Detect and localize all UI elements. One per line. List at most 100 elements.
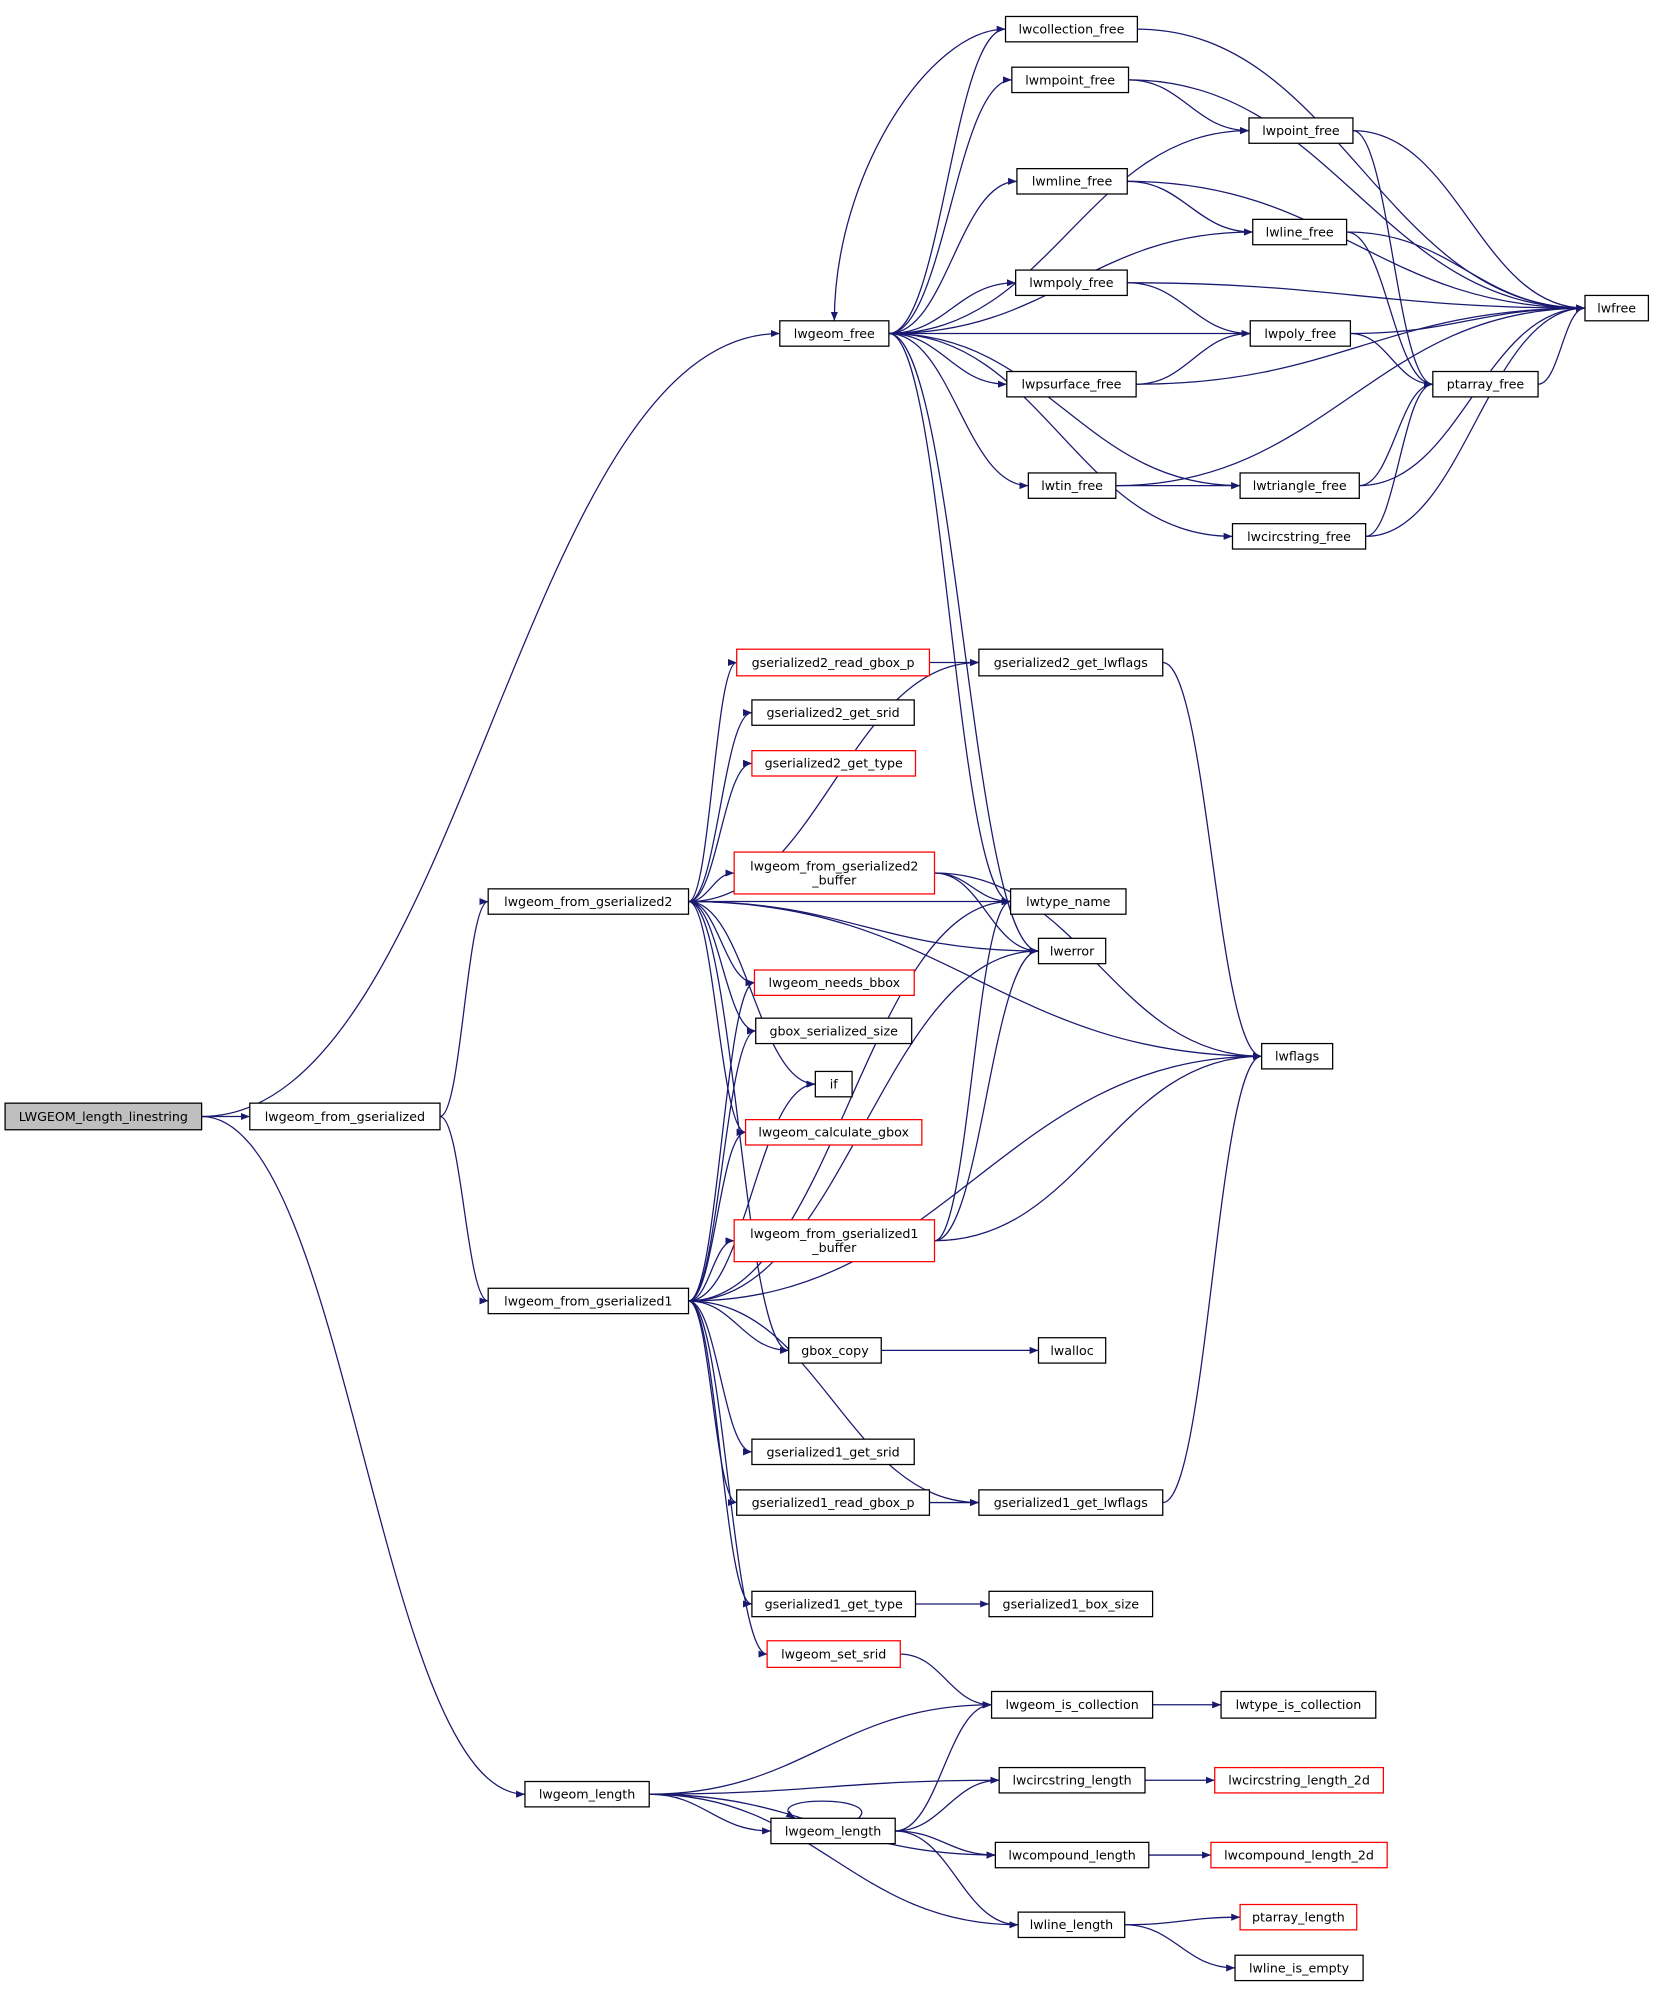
node-label: _buffer [811, 872, 857, 887]
node-lwgeom-from-gserialized1[interactable]: lwgeom_from_gserialized1 [487, 1287, 690, 1315]
node-lwgeom-length[interactable]: lwgeom_length [770, 1817, 896, 1845]
node-box [751, 750, 917, 777]
node-box [751, 1590, 917, 1618]
edge-lwgeom-from-gserialized1-to-lwgeom-needs-bbox [688, 979, 755, 1302]
edge-lwgeom-length-to-lwgeom-length [785, 1800, 863, 1819]
node-label: lwcollection_free [1019, 22, 1125, 37]
node-lwcircstring-free[interactable]: lwcircstring_free [1231, 523, 1367, 550]
node-gserialized1-box-size[interactable]: gserialized1_box_size [988, 1590, 1154, 1618]
node-label: lwgeom_from_gserialized2 [750, 858, 918, 873]
node-lwtriangle-free[interactable]: lwtriangle_free [1239, 472, 1360, 499]
node-gbox-serialized-size[interactable]: gbox_serialized_size [755, 1017, 913, 1045]
node-box [1009, 888, 1127, 915]
node-lwgeom-from-gserialized2[interactable]: lwgeom_from_gserialized2 [487, 888, 690, 915]
node-label: lwtin_free [1041, 478, 1103, 493]
node-label: gserialized1_get_type [765, 1596, 903, 1611]
node-gserialized1-get-type[interactable]: gserialized1_get_type [751, 1590, 917, 1618]
node-gserialized1-get-srid[interactable]: gserialized1_get_srid [751, 1438, 915, 1466]
edge-lwgeom-from-gserialized2-to-gserialized2-read-gbox-p [688, 659, 737, 903]
node-label: lwgeom_free [794, 326, 875, 341]
node-gserialized2-read-gbox-p[interactable]: gserialized2_read_gbox_p [736, 648, 931, 677]
node-lwgeom-free[interactable]: lwgeom_free [779, 320, 890, 347]
node-lwmpoly-free[interactable]: lwmpoly_free [1015, 269, 1128, 297]
node-ptarray-free[interactable]: ptarray_free [1432, 370, 1539, 398]
node-gserialized1-read-gbox-p[interactable]: gserialized1_read_gbox_p [736, 1489, 931, 1516]
edge-lwgeom-free-to-lwcircstring-free [888, 332, 1233, 540]
node-lwpoly-free[interactable]: lwpoly_free [1249, 320, 1352, 347]
node-lwfree[interactable]: lwfree [1584, 294, 1650, 322]
node-lwgeom-from-gserialized2-buffer[interactable]: lwgeom_from_gserialized2_buffer [733, 851, 936, 895]
node-lwcollection-free[interactable]: lwcollection_free [1004, 15, 1139, 43]
node-gserialized2-get-lwflags[interactable]: gserialized2_get_lwflags [978, 648, 1164, 677]
node-if[interactable]: if [814, 1070, 853, 1098]
edge-lwgeom-from-gserialized2-to-gserialized2-get-srid [688, 709, 753, 903]
node-lwgeom-needs-bbox[interactable]: lwgeom_needs_bbox [753, 969, 915, 996]
node-lwerror[interactable]: lwerror [1037, 937, 1107, 965]
edge-lwcircstring-free-to-ptarray-free [1365, 380, 1433, 537]
node-box [249, 1102, 441, 1131]
node-lwalloc[interactable]: lwalloc [1037, 1337, 1107, 1364]
node-lwline-length[interactable]: lwline_length [1017, 1911, 1126, 1939]
node-lwcompound-length-2d[interactable]: lwcompound_length_2d [1210, 1841, 1388, 1869]
node-label: gbox_serialized_size [769, 1023, 898, 1038]
edge-lwgeom-from-gserialized2-to-lwgeom-needs-bbox [688, 900, 755, 987]
node-lwgeom-calculate-gbox[interactable]: lwgeom_calculate_gbox [744, 1118, 923, 1146]
node-lwgeom-length-linestring[interactable]: LWGEOM_length_linestring [4, 1102, 203, 1131]
node-label: lwcircstring_length_2d [1228, 1773, 1370, 1788]
edge-lwgeom-from-gserialized2-buffer-to-lwerror [934, 872, 1039, 955]
edge-lwgeom-from-gserialized1-to-lwgeom-from-gserialized1-buffer [688, 1237, 735, 1302]
node-lwcircstring-length-2d[interactable]: lwcircstring_length_2d [1214, 1766, 1385, 1794]
node-lwline-is-empty[interactable]: lwline_is_empty [1234, 1954, 1364, 1982]
node-box [751, 1438, 915, 1466]
node-box [978, 648, 1164, 677]
node-lwcircstring-length[interactable]: lwcircstring_length [998, 1766, 1146, 1794]
node-label: lwpsurface_free [1021, 377, 1121, 392]
node-box [736, 648, 931, 677]
node-gserialized2-get-srid[interactable]: gserialized2_get_srid [751, 699, 915, 726]
node-label: gserialized2_get_srid [766, 705, 899, 720]
edge-lwgeom-from-gserialized2-to-gserialized2-get-type [688, 759, 753, 903]
node-gserialized1-get-lwflags[interactable]: gserialized1_get_lwflags [978, 1489, 1164, 1516]
node-lwflags[interactable]: lwflags [1261, 1042, 1334, 1070]
node-ptarray-length[interactable]: ptarray_length [1239, 1903, 1358, 1931]
edge-lwgeom-from-gserialized1-to-lwtype-name [688, 898, 1011, 1302]
edge-lwgeom-free-to-lwpsurface-free [888, 332, 1007, 388]
edge-lwgeom-from-gserialized2-to-lwflags [688, 900, 1262, 1060]
edge-lwtin-free-to-lwfree [1115, 304, 1585, 487]
edge-lwgeom-length-linestring-to-lwgeom-free [201, 329, 780, 1118]
edge-lwgeom-from-gserialized1-to-gserialized1-read-gbox-p [688, 1300, 737, 1507]
node-lwgeom-is-collection[interactable]: lwgeom_is_collection [990, 1690, 1154, 1719]
node-lwgeom-length[interactable]: lwgeom_length [524, 1780, 650, 1808]
node-gserialized2-get-type[interactable]: gserialized2_get_type [751, 750, 917, 777]
node-lwpoint-free[interactable]: lwpoint_free [1248, 117, 1354, 144]
node-lwmline-free[interactable]: lwmline_free [1016, 168, 1128, 195]
node-lwtype-is-collection[interactable]: lwtype_is_collection [1220, 1690, 1377, 1719]
edge-lwcollection-free-to-lwfree [1137, 28, 1585, 312]
node-gbox-copy[interactable]: gbox_copy [788, 1337, 882, 1364]
node-lwtin-free[interactable]: lwtin_free [1027, 472, 1117, 499]
node-box [1210, 1841, 1388, 1869]
node-lwline-free[interactable]: lwline_free [1252, 218, 1348, 246]
edge-lwmpoly-free-to-lwpoly-free [1127, 282, 1251, 338]
node-label: lwgeom_length [539, 1787, 635, 1802]
edge-lwmpoly-free-to-lwfree [1127, 282, 1585, 312]
node-lwgeom-from-gserialized[interactable]: lwgeom_from_gserialized [249, 1102, 441, 1131]
edge-lwgeom-free-to-lwtin-free [888, 332, 1029, 490]
node-label: lwcompound_length_2d [1224, 1847, 1374, 1862]
node-lwgeom-from-gserialized1-buffer[interactable]: lwgeom_from_gserialized1_buffer [733, 1219, 936, 1263]
edge-lwgeom-from-gserialized1-to-gserialized1-get-type [688, 1300, 753, 1608]
node-lwmpoint-free[interactable]: lwmpoint_free [1011, 66, 1130, 94]
node-box [788, 1337, 882, 1364]
edge-lwgeom-length-to-lwcircstring-length [649, 1776, 1000, 1795]
edge-lwline-free-to-ptarray-free [1346, 231, 1433, 388]
node-label: lwline_is_empty [1249, 1960, 1350, 1975]
node-lwgeom-set-srid[interactable]: lwgeom_set_srid [766, 1640, 901, 1669]
node-lwpsurface-free[interactable]: lwpsurface_free [1006, 370, 1137, 398]
edge-lwgeom-free-to-lwerror [888, 332, 1039, 955]
node-lwtype-name[interactable]: lwtype_name [1009, 888, 1127, 915]
node-box [1252, 218, 1348, 246]
node-label: lwtype_is_collection [1236, 1697, 1362, 1712]
node-box [990, 1690, 1154, 1719]
node-lwcompound-length[interactable]: lwcompound_length [994, 1841, 1150, 1869]
